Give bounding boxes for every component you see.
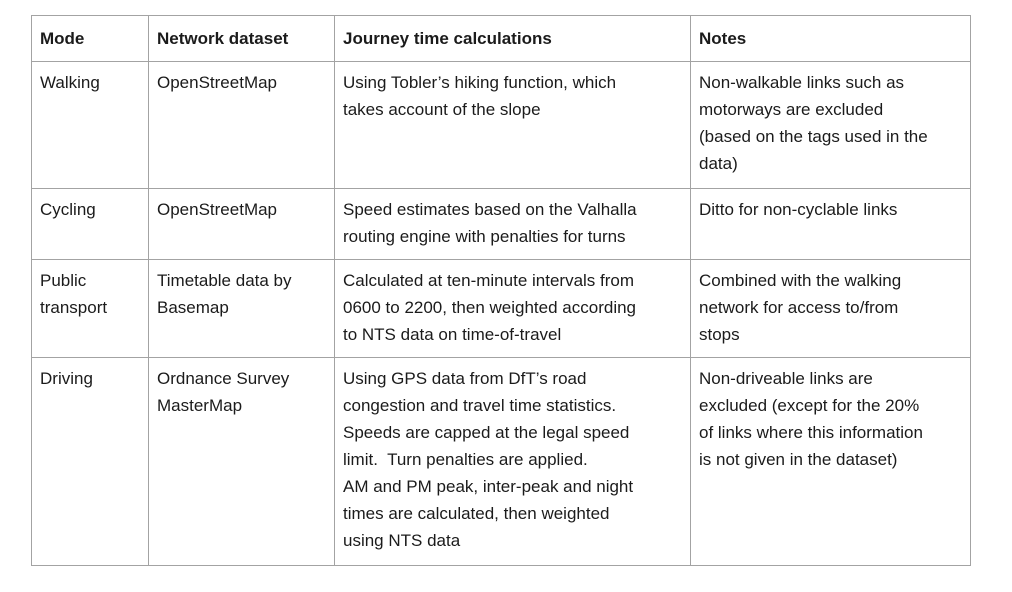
table-header-row: Mode Network dataset Journey time calcul… xyxy=(31,15,971,62)
column-header-notes: Notes xyxy=(690,15,971,62)
cell-mode: Public transport xyxy=(31,259,149,358)
cell-network-dataset: OpenStreetMap xyxy=(148,61,335,189)
table-row-cycling: Cycling OpenStreetMap Speed estimates ba… xyxy=(31,188,971,260)
cell-notes: Non-driveable links are excluded (except… xyxy=(690,357,971,566)
cell-journey-time-calculations: Using Tobler’s hiking function, which ta… xyxy=(334,61,691,189)
table-row-public-transport: Public transport Timetable data by Basem… xyxy=(31,259,971,358)
cell-network-dataset: Timetable data by Basemap xyxy=(148,259,335,358)
cell-notes: Non-walkable links such as motorways are… xyxy=(690,61,971,189)
cell-journey-time-calculations: Calculated at ten-minute intervals from … xyxy=(334,259,691,358)
cell-notes: Ditto for non-cyclable links xyxy=(690,188,971,260)
cell-journey-time-calculations: Using GPS data from DfT’s road congestio… xyxy=(334,357,691,566)
cell-notes: Combined with the walking network for ac… xyxy=(690,259,971,358)
column-header-network-dataset: Network dataset xyxy=(148,15,335,62)
cell-mode: Cycling xyxy=(31,188,149,260)
cell-mode: Driving xyxy=(31,357,149,566)
table-row-walking: Walking OpenStreetMap Using Tobler’s hik… xyxy=(31,61,971,189)
cell-network-dataset: OpenStreetMap xyxy=(148,188,335,260)
table-row-driving: Driving Ordnance Survey MasterMap Using … xyxy=(31,357,971,566)
cell-mode: Walking xyxy=(31,61,149,189)
column-header-journey-time-calculations: Journey time calculations xyxy=(334,15,691,62)
cell-journey-time-calculations: Speed estimates based on the Valhalla ro… xyxy=(334,188,691,260)
column-header-mode: Mode xyxy=(31,15,149,62)
transport-modes-table: Mode Network dataset Journey time calcul… xyxy=(31,15,971,566)
cell-network-dataset: Ordnance Survey MasterMap xyxy=(148,357,335,566)
